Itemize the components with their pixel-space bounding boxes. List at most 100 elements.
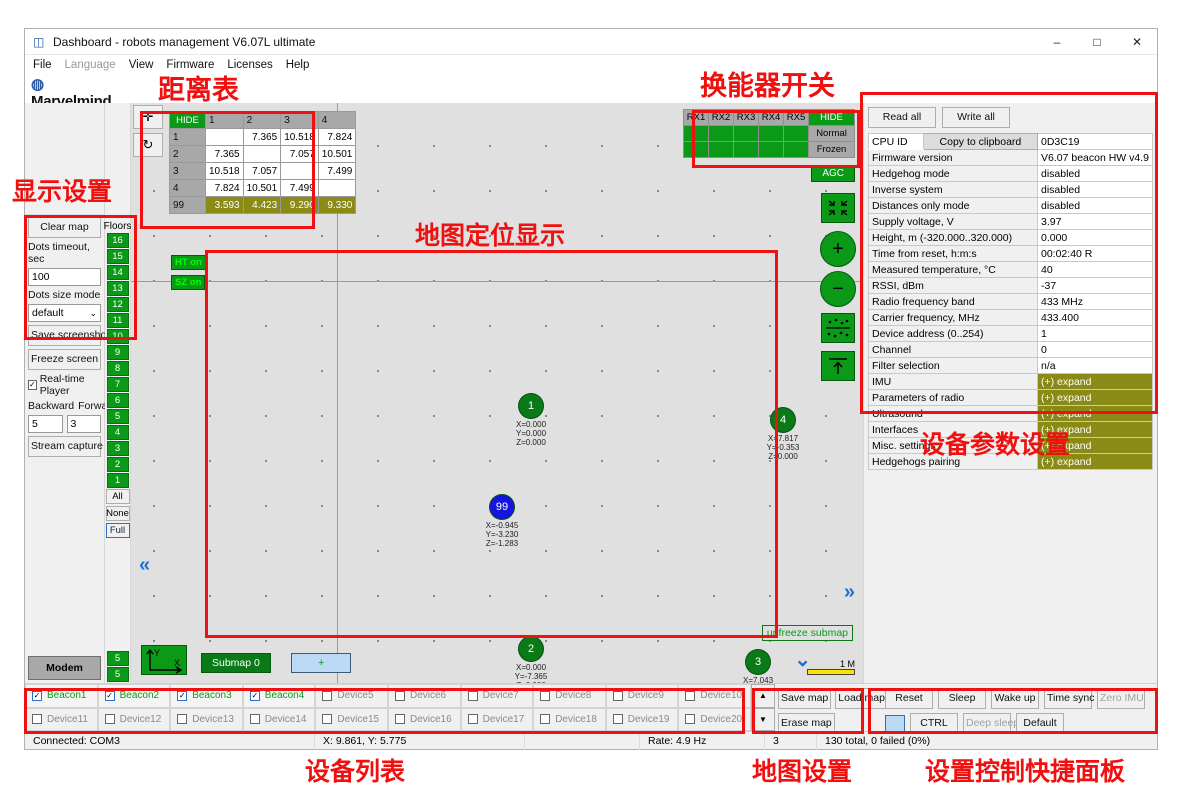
save-map-button[interactable]: Save map xyxy=(778,688,832,709)
expand-right-icon[interactable]: » xyxy=(843,581,855,603)
hedgehog-marker-99[interactable]: 99 xyxy=(490,495,514,519)
param-expand-button[interactable]: (+) expand xyxy=(1037,437,1153,454)
floor-item-14[interactable]: 14 xyxy=(106,265,129,280)
device-checkbox[interactable] xyxy=(322,714,333,725)
device-item-device5[interactable]: Device5 xyxy=(315,684,388,708)
param-value[interactable]: 433.400 xyxy=(1037,309,1153,326)
floor-item-8[interactable]: 8 xyxy=(106,361,129,376)
rx-cell-rx1-frozen[interactable] xyxy=(683,141,709,158)
floor-item-5[interactable]: 5 xyxy=(106,409,129,424)
param-value[interactable]: V6.07 beacon HW v4.9 xyxy=(1037,149,1153,166)
axis-crosshair-icon[interactable]: ✛ xyxy=(133,105,163,129)
rx-cell-rx4-normal[interactable] xyxy=(758,125,784,142)
param-expand-button[interactable]: (+) expand xyxy=(1037,453,1153,470)
device-checkbox[interactable] xyxy=(249,714,260,725)
map-display[interactable]: ✛ ↻ HIDE 1 2 3 4 1 7.365 10.518 7.824 2 7.365 7.057… xyxy=(131,103,863,683)
device-checkbox[interactable] xyxy=(467,690,478,701)
realtime-player-row[interactable]: Real-time Player xyxy=(28,373,101,397)
rx-mode-normal[interactable]: Normal xyxy=(808,125,855,142)
device-scroll-up-icon[interactable]: ▲ xyxy=(751,684,775,708)
rx-cell-rx5-frozen[interactable] xyxy=(783,141,809,158)
minimize-button[interactable]: – xyxy=(1053,34,1061,49)
device-checkbox[interactable] xyxy=(685,690,696,701)
beacon-marker-2[interactable]: 2 xyxy=(519,637,543,661)
device-item-device16[interactable]: Device16 xyxy=(387,707,461,731)
read-all-button[interactable]: Read all xyxy=(868,107,936,128)
device-item-device6[interactable]: Device6 xyxy=(387,684,461,708)
device-scroll-down-icon[interactable]: ▼ xyxy=(751,707,775,731)
param-value[interactable]: 433 MHz xyxy=(1037,293,1153,310)
unfreeze-submap-label[interactable]: unfreeze submap xyxy=(761,625,853,641)
device-item-device9[interactable]: Device9 xyxy=(605,684,679,708)
save-screenshot-button[interactable]: Save screenshot xyxy=(28,325,109,346)
device-item-device18[interactable]: Device18 xyxy=(533,707,606,731)
distance-hide-button[interactable]: HIDE xyxy=(169,111,206,129)
dots-size-select[interactable]: default ⌄ xyxy=(28,304,101,322)
reset-button[interactable]: Reset xyxy=(885,688,933,709)
modem-button[interactable]: Modem xyxy=(28,656,101,680)
time-sync-button[interactable]: Time sync xyxy=(1044,688,1094,709)
dots-timeout-input[interactable]: 100 xyxy=(28,268,101,286)
floor-item-13[interactable]: 13 xyxy=(106,281,129,296)
device-checkbox[interactable] xyxy=(540,690,551,701)
device-checkbox[interactable] xyxy=(394,690,405,701)
ht-status-label[interactable]: HT on xyxy=(171,255,206,270)
menu-item-licenses[interactable]: Licenses xyxy=(227,59,273,71)
ctrl-checkbox[interactable] xyxy=(885,714,905,733)
device-item-device19[interactable]: Device19 xyxy=(605,707,679,731)
dots-pattern-icon[interactable] xyxy=(821,313,855,343)
floor-item-2[interactable]: 2 xyxy=(106,457,129,472)
stream-capture-button[interactable]: Stream capture xyxy=(28,436,103,457)
realtime-player-checkbox[interactable] xyxy=(28,380,37,390)
floor-item-4[interactable]: 4 xyxy=(106,425,129,440)
menu-item-help[interactable]: Help xyxy=(285,59,310,71)
rx-cell-rx2-normal[interactable] xyxy=(708,125,734,142)
cpu-id-value[interactable]: 0D3C19 xyxy=(1037,133,1153,150)
device-checkbox[interactable] xyxy=(394,714,405,725)
device-item-beacon3[interactable]: Beacon3 xyxy=(170,684,243,708)
beacon-marker-1[interactable]: 1 xyxy=(519,394,543,418)
rx-cell-rx1-normal[interactable] xyxy=(683,125,709,142)
maximize-button[interactable]: □ xyxy=(1093,34,1101,49)
floor-item-9[interactable]: 9 xyxy=(106,345,129,360)
floors-full-button[interactable]: Full xyxy=(105,523,130,538)
menu-item-language[interactable]: Language xyxy=(64,59,116,71)
arrow-up-button[interactable] xyxy=(821,351,855,381)
floor-item-6[interactable]: 6 xyxy=(106,393,129,408)
modem-floor-2[interactable]: 5 xyxy=(106,667,129,682)
device-checkbox[interactable] xyxy=(104,714,115,725)
device-checkbox[interactable] xyxy=(32,690,42,701)
device-checkbox[interactable] xyxy=(612,690,623,701)
device-checkbox[interactable] xyxy=(177,690,188,701)
transducer-switch-panel[interactable]: RX1 RX2 RX3 RX4 RX5 HIDE Normal Frozen xyxy=(683,109,855,158)
param-value[interactable]: 0 xyxy=(1037,341,1153,358)
forward-input[interactable]: 3 xyxy=(66,415,101,433)
fit-to-screen-icon[interactable] xyxy=(821,193,855,223)
device-item-device10[interactable]: Device10 xyxy=(678,684,751,708)
param-value[interactable]: disabled xyxy=(1037,181,1153,198)
rx-cell-rx2-frozen[interactable] xyxy=(708,141,734,158)
zoom-out-button[interactable]: − xyxy=(820,271,856,307)
beacon-marker-4[interactable]: 4 xyxy=(771,408,795,432)
agc-button[interactable]: AGC xyxy=(811,165,855,182)
param-expand-button[interactable]: (+) expand xyxy=(1037,373,1153,390)
write-all-button[interactable]: Write all xyxy=(942,107,1010,128)
floor-item-11[interactable]: 11 xyxy=(106,313,129,328)
floor-item-16[interactable]: 16 xyxy=(106,233,129,248)
backward-input[interactable]: 5 xyxy=(28,415,63,433)
floor-item-10[interactable]: 10 xyxy=(106,329,129,344)
device-checkbox[interactable] xyxy=(685,714,696,725)
device-item-device14[interactable]: Device14 xyxy=(242,707,316,731)
close-button[interactable]: ✕ xyxy=(1131,34,1143,49)
device-item-device13[interactable]: Device13 xyxy=(170,707,243,731)
floor-item-7[interactable]: 7 xyxy=(106,377,129,392)
device-checkbox[interactable] xyxy=(540,714,551,725)
submap-button[interactable]: Submap 0 xyxy=(201,653,271,673)
param-expand-button[interactable]: (+) expand xyxy=(1037,389,1153,406)
floor-item-12[interactable]: 12 xyxy=(106,297,129,312)
collapse-left-icon[interactable]: « xyxy=(139,554,151,576)
param-value[interactable]: -37 xyxy=(1037,277,1153,294)
param-value[interactable]: 1 xyxy=(1037,325,1153,342)
rx-cell-rx5-normal[interactable] xyxy=(783,125,809,142)
floor-item-15[interactable]: 15 xyxy=(106,249,129,264)
